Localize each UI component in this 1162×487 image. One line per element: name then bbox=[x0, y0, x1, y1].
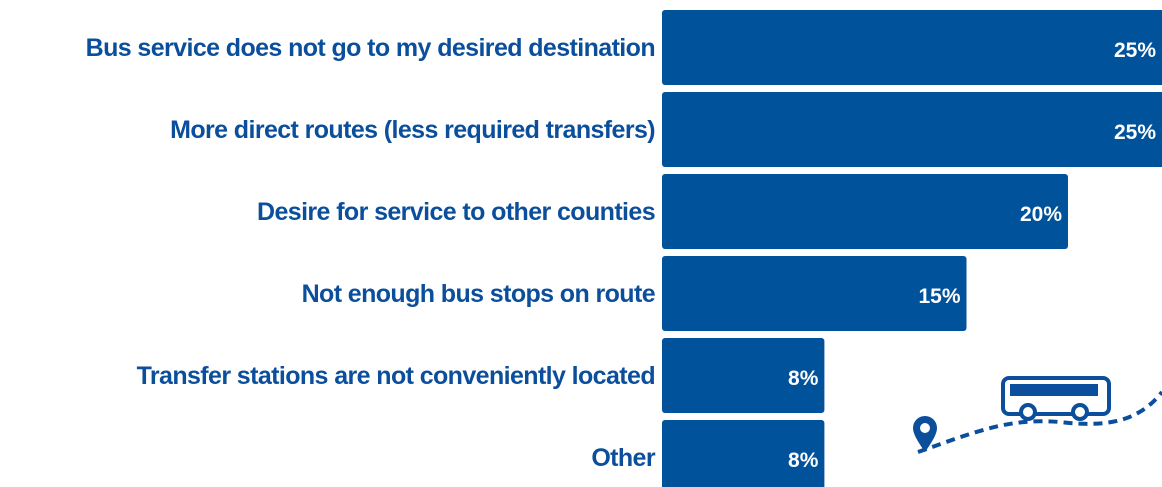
bar bbox=[662, 10, 1162, 85]
value-label: 25% bbox=[1114, 39, 1156, 62]
value-label: 8% bbox=[788, 449, 819, 472]
bar bbox=[662, 256, 967, 331]
value-label: 15% bbox=[918, 285, 960, 308]
bus-decoration bbox=[913, 376, 1162, 454]
category-label: Not enough bus stops on route bbox=[302, 280, 656, 308]
value-label: 8% bbox=[788, 367, 819, 390]
category-label: Transfer stations are not conveniently l… bbox=[137, 362, 655, 390]
bar bbox=[662, 174, 1068, 249]
category-label: Other bbox=[591, 444, 656, 472]
category-label: More direct routes (less required transf… bbox=[170, 116, 655, 144]
value-label: 25% bbox=[1114, 121, 1156, 144]
category-label: Bus service does not go to my desired de… bbox=[86, 34, 655, 62]
bar bbox=[662, 420, 825, 487]
category-label: Desire for service to other counties bbox=[257, 198, 655, 226]
value-label: 20% bbox=[1020, 203, 1062, 226]
bar bbox=[662, 92, 1162, 167]
bar bbox=[662, 338, 825, 413]
